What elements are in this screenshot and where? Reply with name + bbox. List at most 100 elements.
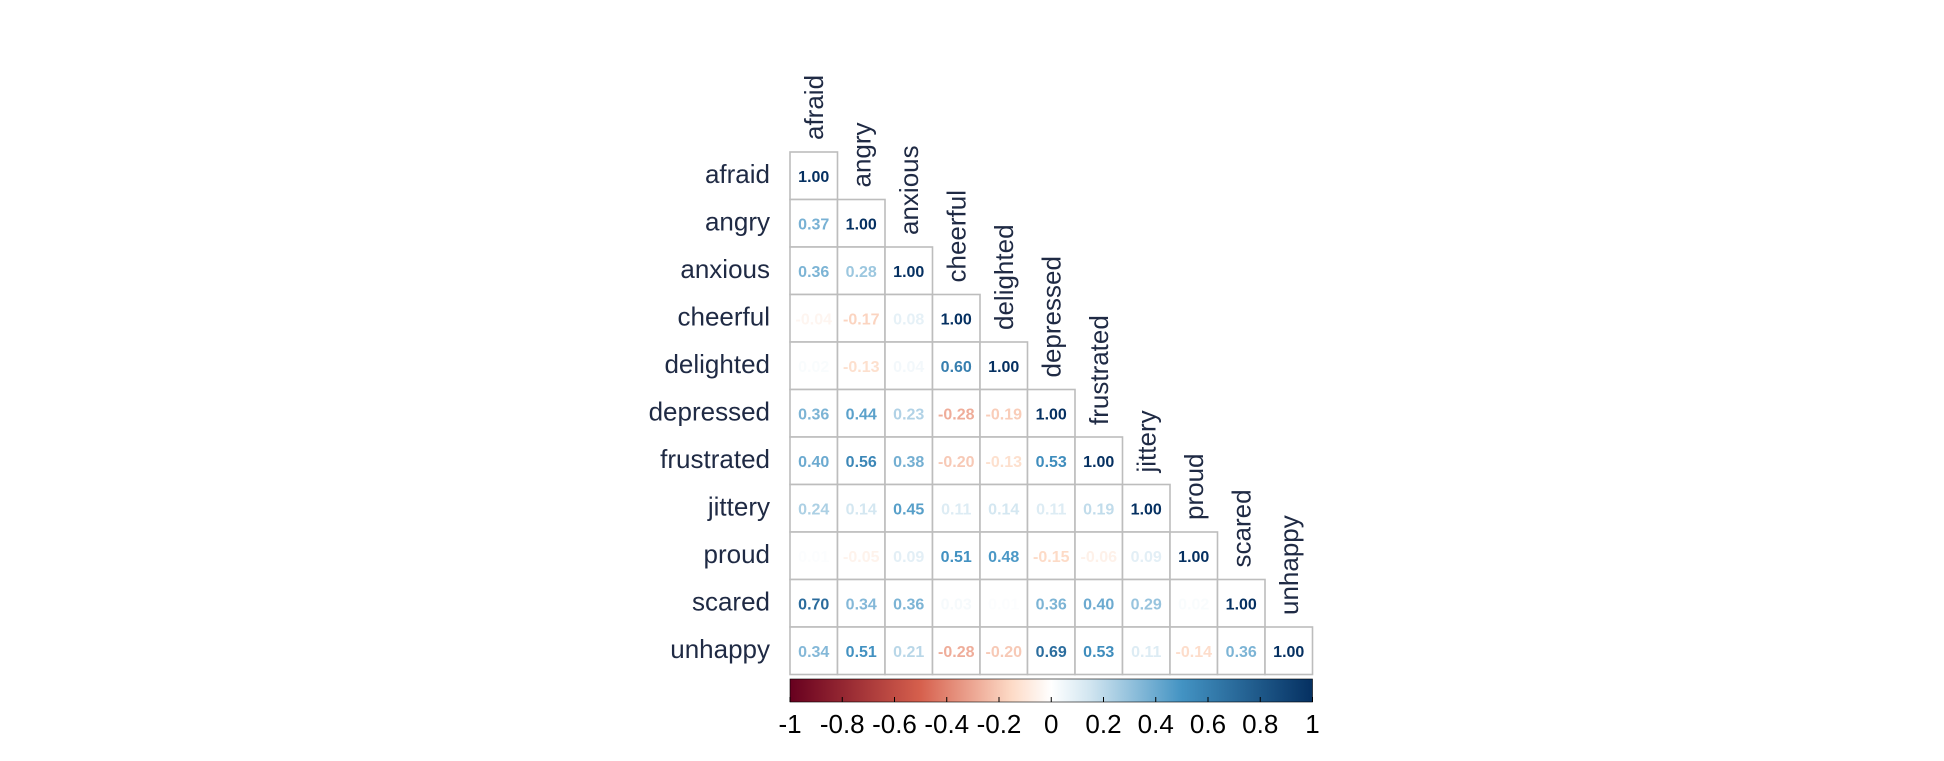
cell-value-frustrated-angry: 0.56: [846, 454, 877, 471]
cell-value-unhappy-anxious: 0.21: [893, 644, 924, 661]
column-label-proud: proud: [1179, 454, 1209, 521]
cell-value-depressed-anxious: 0.23: [893, 406, 924, 423]
cell-proud-afraid: [789, 531, 839, 581]
cell-proud-proud: [1169, 531, 1219, 581]
cell-value-proud-jittery: 0.09: [1131, 549, 1162, 566]
column-label-frustrated: frustrated: [1084, 315, 1114, 425]
cell-value-delighted-afraid: 0.02: [798, 359, 829, 376]
cell-jittery-afraid: [789, 483, 839, 533]
cell-scared-cheerful: [931, 578, 981, 628]
cell-depressed-delighted: [979, 388, 1029, 438]
cell-value-unhappy-scared: 0.36: [1226, 644, 1257, 661]
cell-value-delighted-angry: -0.13: [843, 359, 880, 376]
row-label-scared: scared: [692, 586, 770, 616]
colorbar-tick-label: -0.8: [820, 709, 865, 739]
cell-frustrated-depressed: [1026, 436, 1076, 486]
cell-depressed-angry: [836, 388, 886, 438]
row-label-frustrated: frustrated: [660, 444, 770, 474]
cell-proud-depressed: [1026, 531, 1076, 581]
cell-value-cheerful-angry: -0.17: [843, 311, 880, 328]
row-label-cheerful: cheerful: [678, 301, 771, 331]
cell-scared-anxious: [884, 578, 934, 628]
cell-value-unhappy-delighted: -0.20: [986, 644, 1023, 661]
column-label-delighted: delighted: [989, 224, 1019, 330]
cell-value-proud-frustrated: -0.06: [1081, 549, 1118, 566]
cell-value-jittery-afraid: 0.24: [798, 501, 829, 518]
column-label-anxious: anxious: [894, 145, 924, 235]
column-label-angry: angry: [846, 122, 876, 187]
cell-value-scared-angry: 0.34: [846, 596, 877, 613]
cell-value-unhappy-proud: -0.14: [1176, 644, 1213, 661]
cell-value-depressed-cheerful: -0.28: [938, 406, 975, 423]
row-label-depressed: depressed: [649, 396, 770, 426]
cell-value-unhappy-afraid: 0.34: [798, 644, 829, 661]
cell-value-delighted-cheerful: 0.60: [941, 359, 972, 376]
column-label-unhappy: unhappy: [1274, 515, 1304, 615]
cell-unhappy-angry: [836, 626, 886, 676]
row-label-delighted: delighted: [664, 349, 770, 379]
row-label-jittery: jittery: [707, 491, 770, 521]
cell-value-afraid-afraid: 1.00: [798, 169, 829, 186]
cell-depressed-afraid: [789, 388, 839, 438]
cell-value-unhappy-angry: 0.51: [846, 644, 877, 661]
cell-delighted-angry: [836, 341, 886, 391]
cell-value-proud-depressed: -0.15: [1033, 549, 1070, 566]
cell-jittery-anxious: [884, 483, 934, 533]
cell-cheerful-cheerful: [931, 293, 981, 343]
cell-unhappy-afraid: [789, 626, 839, 676]
row-labels: afraid angry anxious cheerful delighted depre…: [649, 159, 770, 664]
cell-depressed-cheerful: [931, 388, 981, 438]
cell-value-unhappy-depressed: 0.69: [1036, 644, 1067, 661]
cell-value-frustrated-cheerful: -0.20: [938, 454, 975, 471]
column-label-depressed: depressed: [1036, 256, 1066, 377]
cell-value-depressed-delighted: -0.19: [986, 406, 1023, 423]
cell-value-scared-afraid: 0.70: [798, 596, 829, 613]
cell-frustrated-afraid: [789, 436, 839, 486]
cell-value-scared-anxious: 0.36: [893, 596, 924, 613]
cell-value-jittery-anxious: 0.45: [893, 501, 924, 518]
cell-value-scared-frustrated: 0.40: [1083, 596, 1114, 613]
cell-value-proud-anxious: 0.09: [893, 549, 924, 566]
colorbar-tick-label: -0.6: [872, 709, 917, 739]
cell-value-depressed-afraid: 0.36: [798, 406, 829, 423]
row-label-afraid: afraid: [705, 159, 770, 189]
cell-value-unhappy-frustrated: 0.53: [1083, 644, 1114, 661]
column-label-jittery: jittery: [1131, 410, 1161, 473]
cell-jittery-jittery: [1121, 483, 1171, 533]
cell-value-unhappy-jittery: 0.11: [1131, 644, 1161, 661]
cell-value-frustrated-delighted: -0.13: [986, 454, 1023, 471]
colorbar-tick-label: 0.8: [1242, 709, 1278, 739]
colorbar-tick-label: -0.4: [924, 709, 969, 739]
cell-value-delighted-anxious: 0.04: [893, 359, 924, 376]
cell-scared-delighted: [979, 578, 1029, 628]
colorbar-tick-label: 0.2: [1085, 709, 1121, 739]
cell-unhappy-frustrated: [1074, 626, 1124, 676]
cell-value-frustrated-frustrated: 1.00: [1083, 454, 1114, 471]
cell-scared-scared: [1216, 578, 1266, 628]
cell-anxious-anxious: [884, 246, 934, 296]
column-label-afraid: afraid: [799, 75, 829, 140]
cell-value-angry-afraid: 0.37: [798, 216, 829, 233]
column-label-scared: scared: [1226, 489, 1256, 567]
cell-value-cheerful-cheerful: 1.00: [941, 311, 972, 328]
cell-value-frustrated-anxious: 0.38: [893, 454, 924, 471]
cell-value-delighted-delighted: 1.00: [988, 359, 1019, 376]
cell-value-anxious-afraid: 0.36: [798, 264, 829, 281]
heatmap-cells: 1.00 0.37 1.00 0.36 0.28 1.00 -0.04 -0.17 0.08 1.…: [789, 151, 1314, 676]
cell-value-jittery-frustrated: 0.19: [1083, 501, 1114, 518]
cell-value-jittery-jittery: 1.00: [1131, 501, 1162, 518]
cell-value-scared-jittery: 0.29: [1131, 596, 1162, 613]
cell-unhappy-cheerful: [931, 626, 981, 676]
cell-scared-angry: [836, 578, 886, 628]
cell-value-frustrated-depressed: 0.53: [1036, 454, 1067, 471]
cell-value-depressed-angry: 0.44: [846, 406, 877, 423]
cell-value-scared-scared: 1.00: [1226, 596, 1257, 613]
colorbar-tick-label: 0: [1044, 709, 1058, 739]
cell-value-scared-proud: 0.02: [1178, 596, 1209, 613]
cell-value-angry-angry: 1.00: [846, 216, 877, 233]
row-label-angry: angry: [705, 206, 770, 236]
cell-value-frustrated-afraid: 0.40: [798, 454, 829, 471]
cell-value-cheerful-anxious: 0.08: [893, 311, 924, 328]
cell-scared-jittery: [1121, 578, 1171, 628]
